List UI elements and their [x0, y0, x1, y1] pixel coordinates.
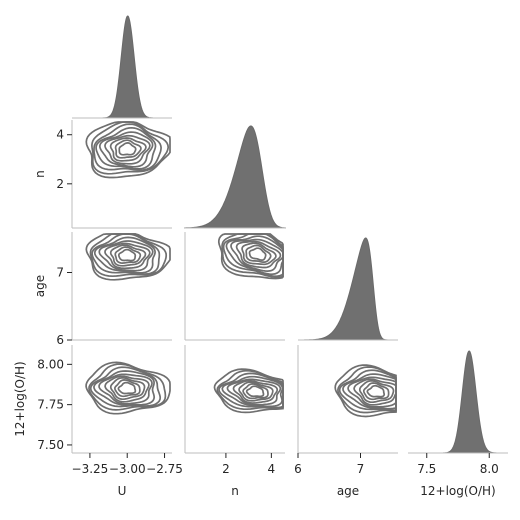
contour-line — [114, 379, 141, 398]
contour-line — [91, 121, 170, 175]
joint-oh_vs_age — [297, 345, 398, 454]
x-tick-label: 7.5 — [417, 462, 436, 476]
contour-line — [117, 381, 137, 395]
contour-line — [95, 126, 157, 170]
contour-line — [230, 238, 284, 272]
contour-line — [109, 137, 147, 162]
contour-line — [85, 121, 171, 179]
contour-line — [342, 373, 397, 410]
contour-line — [89, 233, 168, 278]
contour-line — [241, 242, 277, 266]
marginal-density-U — [72, 15, 172, 119]
contour-line — [366, 384, 386, 398]
x-tick-label: 7 — [357, 462, 365, 476]
contour-line — [358, 379, 395, 404]
contour-line — [85, 361, 171, 415]
y-tick-label: 4 — [56, 128, 64, 142]
y-axis-label: age — [33, 275, 47, 297]
joint-oh_vs_U — [71, 345, 172, 454]
contour-line — [93, 123, 162, 172]
y-tick-label: 7 — [56, 266, 64, 280]
contour-line — [114, 139, 142, 159]
contour-line — [225, 235, 284, 276]
contour-line — [109, 244, 147, 267]
contour-line — [232, 379, 279, 404]
x-tick-label: −3.00 — [109, 462, 146, 476]
x-tick-label: 2 — [222, 462, 230, 476]
y-axis-label: 12+log(O/H) — [13, 361, 27, 437]
contour-line — [93, 236, 156, 274]
contour-line — [85, 233, 171, 281]
contour-line — [118, 142, 137, 156]
x-axis-label: 12+log(O/H) — [420, 484, 496, 498]
x-tick-label: −2.75 — [146, 462, 183, 476]
y-tick-label: 7.75 — [37, 398, 64, 412]
contour-line — [221, 233, 284, 279]
contour-line — [98, 240, 154, 272]
x-axis-label: age — [337, 484, 359, 498]
y-tick-label: 6 — [56, 333, 64, 347]
contour-line — [362, 382, 390, 401]
y-axis-label: n — [33, 170, 47, 178]
contour-line — [353, 378, 397, 406]
x-tick-label: 8.0 — [480, 462, 499, 476]
x-axis-label: U — [118, 484, 127, 498]
y-tick-label: 2 — [56, 177, 64, 191]
marginal-U — [72, 15, 172, 119]
contour-line — [245, 244, 272, 263]
marginal-oh — [408, 350, 508, 454]
x-tick-label: 4 — [268, 462, 276, 476]
marginal-density-oh — [408, 350, 508, 454]
marginal-age — [298, 237, 398, 341]
contour-line — [216, 369, 284, 411]
joint-n_vs_U — [71, 120, 172, 229]
contour-line — [98, 373, 153, 405]
y-tick-label: 7.50 — [37, 438, 64, 452]
contour-line — [93, 370, 156, 406]
contour-line — [104, 375, 150, 403]
contour-line — [217, 233, 284, 280]
contour-line — [242, 383, 269, 400]
x-tick-label: −3.25 — [72, 462, 109, 476]
contour-line — [235, 240, 282, 269]
marginal-n — [184, 125, 286, 229]
x-axis-label: n — [231, 484, 239, 498]
contour-line — [109, 376, 146, 401]
contour-line — [226, 378, 282, 406]
contour-line — [114, 246, 142, 264]
contour-line — [117, 248, 137, 262]
contour-line — [213, 368, 284, 414]
contour-line — [248, 247, 267, 261]
x-tick-label: 6 — [294, 462, 302, 476]
contour-line — [221, 375, 284, 408]
contour-line — [334, 364, 397, 418]
joint-age_vs_U — [71, 232, 172, 341]
contour-line — [347, 376, 397, 408]
contour-line — [337, 366, 397, 414]
contour-line — [245, 385, 265, 398]
contour-line — [104, 134, 151, 165]
marginal-density-n — [184, 125, 286, 229]
contour-line — [104, 242, 151, 270]
contour-line — [238, 381, 274, 402]
joint-age_vs_n — [184, 232, 285, 341]
marginal-density-age — [298, 237, 398, 341]
contour-line — [88, 363, 167, 411]
y-tick-label: 8.00 — [37, 357, 64, 371]
joint-oh_vs_n — [184, 345, 285, 454]
contour-line — [98, 131, 154, 168]
